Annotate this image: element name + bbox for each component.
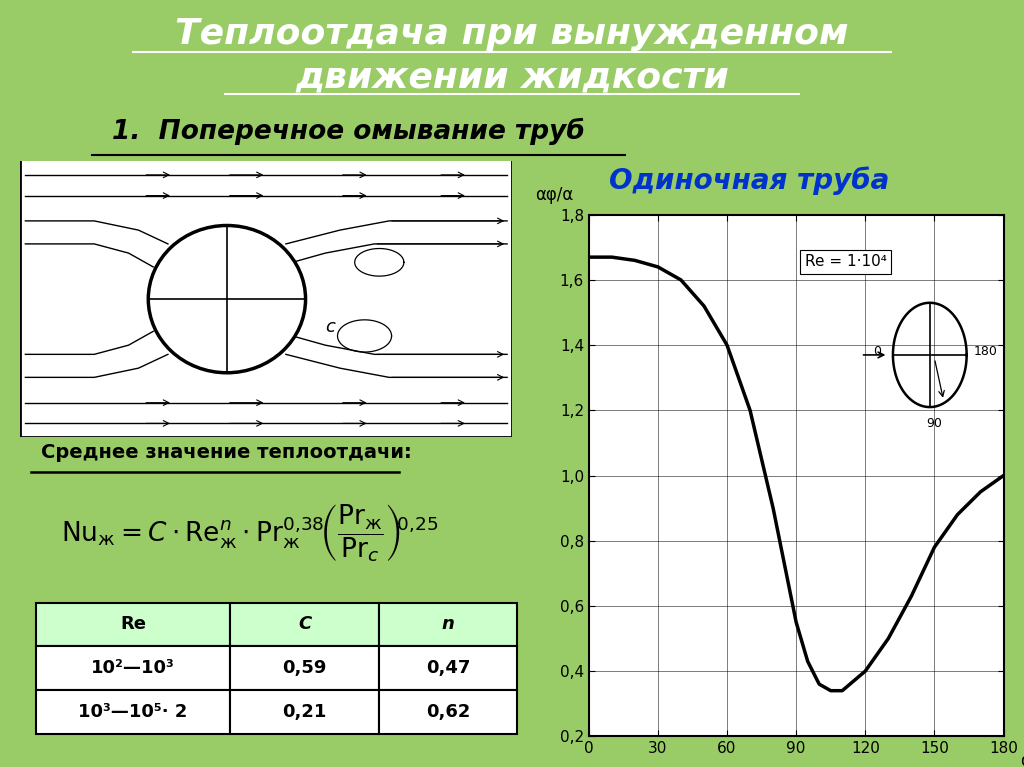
Text: 0,62: 0,62 [426,703,470,721]
Text: Теплоотдача при вынужденном: Теплоотдача при вынужденном [175,18,849,51]
Text: 180: 180 [974,345,997,358]
FancyBboxPatch shape [20,0,512,437]
Text: Re = 1·10⁴: Re = 1·10⁴ [805,254,887,269]
Text: φ°: φ° [1020,752,1024,767]
Text: Одиночная труба: Одиночная труба [609,166,889,195]
FancyBboxPatch shape [379,603,517,647]
Text: Среднее значение теплоотдачи:: Среднее значение теплоотдачи: [41,443,412,462]
Text: 0,47: 0,47 [426,659,470,677]
Text: 0,21: 0,21 [283,703,327,721]
Text: c: c [326,318,335,336]
Text: 10³—10⁵· 2: 10³—10⁵· 2 [79,703,187,721]
Text: C: C [298,615,311,634]
FancyBboxPatch shape [36,690,230,734]
FancyBboxPatch shape [230,603,379,647]
Text: 10²—10³: 10²—10³ [91,659,175,677]
FancyBboxPatch shape [379,647,517,690]
FancyBboxPatch shape [36,603,230,647]
Text: 0: 0 [873,345,882,358]
FancyBboxPatch shape [36,647,230,690]
Text: $\mathrm{Nu}_{\mathsf{\text{ж}}} = C \cdot \mathrm{Re}_{\mathsf{\text{ж}}}^{n} \: $\mathrm{Nu}_{\mathsf{\text{ж}}} = C \cd… [61,502,438,564]
Circle shape [148,225,305,373]
Text: αφ/α: αφ/α [535,186,573,204]
Text: 0,59: 0,59 [283,659,327,677]
Text: n: n [441,615,455,634]
FancyBboxPatch shape [230,690,379,734]
Text: 90: 90 [927,416,942,430]
FancyBboxPatch shape [230,647,379,690]
Text: движении жидкости: движении жидкости [295,61,729,94]
FancyBboxPatch shape [379,690,517,734]
Text: 1.  Поперечное омывание труб: 1. Поперечное омывание труб [112,118,585,145]
Text: Re: Re [120,615,146,634]
